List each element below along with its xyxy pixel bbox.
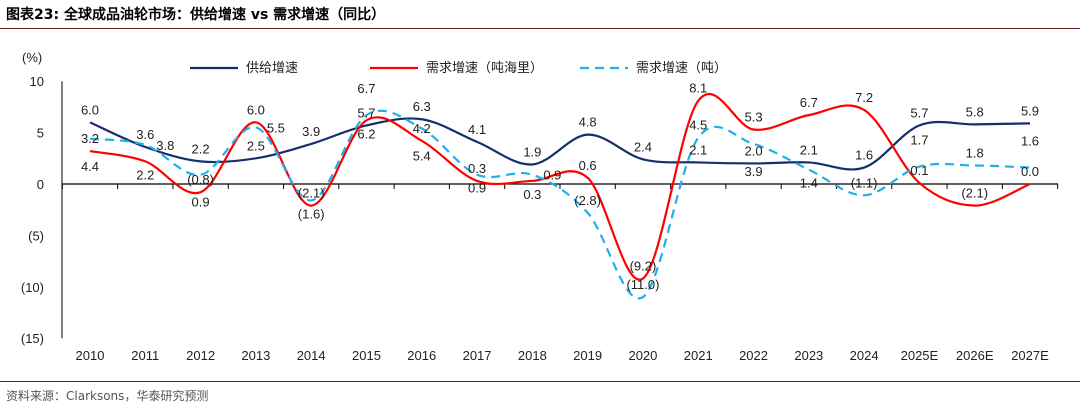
x-tick-label: 2017: [463, 348, 492, 363]
data-label: 1.7: [910, 133, 928, 148]
y-tick-label: (15): [21, 331, 44, 346]
data-label: (0.8): [187, 172, 214, 187]
data-label: 1.4: [800, 176, 818, 191]
data-label: 3.8: [156, 138, 174, 153]
data-label: 7.2: [855, 90, 873, 105]
data-label: (1.6): [298, 206, 325, 221]
data-label: 0.9: [543, 168, 561, 183]
x-tick-label: 2011: [131, 348, 159, 363]
data-label: (2.1): [961, 186, 988, 201]
y-tick-label: 0: [37, 177, 44, 192]
legend-label: 供给增速: [246, 60, 298, 75]
data-label: 8.1: [689, 81, 707, 96]
data-label: 3.9: [744, 164, 762, 179]
data-label: 0.3: [468, 161, 486, 176]
data-label: (1.1): [851, 175, 878, 190]
data-label: 2.0: [744, 143, 762, 158]
data-label: 0.0: [1021, 164, 1039, 179]
x-tick-label: 2018: [518, 348, 547, 363]
legend-label: 需求增速（吨）: [636, 60, 727, 75]
data-label: 0.3: [523, 187, 541, 202]
y-tick-label: 5: [37, 126, 44, 141]
data-label: 6.2: [357, 126, 375, 141]
data-label: 4.8: [579, 115, 597, 130]
data-label: 4.5: [689, 118, 707, 133]
data-label: 2.2: [192, 141, 210, 156]
data-label: (9.2): [630, 259, 657, 274]
series-line-1: [89, 92, 1031, 281]
x-tick-label: 2015: [352, 348, 381, 363]
data-label: 6.0: [247, 102, 265, 117]
legend-label: 需求增速（吨海里）: [426, 60, 543, 75]
data-label: 2.5: [247, 138, 265, 153]
data-label: 3.6: [136, 127, 154, 142]
data-label: 5.8: [966, 104, 984, 119]
data-label: 1.6: [1021, 134, 1039, 149]
data-label: 2.2: [136, 167, 154, 182]
title-divider: [0, 28, 1080, 29]
y-tick-label: 10: [30, 74, 44, 89]
data-label: (11.0): [626, 277, 659, 292]
x-tick-label: 2025E: [901, 348, 939, 363]
x-tick-label: 2010: [76, 348, 105, 363]
x-tick-label: 2013: [241, 348, 270, 363]
data-label: 2.4: [634, 139, 652, 154]
line-chart: (%) 10 5 0 (5) (10) (15) 2010 2011 2012 2013 2014 20…: [21, 50, 1059, 363]
series-line-2: [89, 109, 1031, 300]
data-label: 3.9: [302, 124, 320, 139]
data-label: 4.2: [413, 121, 431, 136]
x-tick-label: 2024: [850, 348, 879, 363]
data-label: 6.0: [81, 102, 99, 117]
data-label: 3.2: [81, 131, 99, 146]
data-label: (2.1): [298, 186, 325, 201]
x-tick-label: 2016: [407, 348, 436, 363]
data-label: 2.1: [800, 142, 818, 157]
data-label: 4.4: [81, 159, 99, 174]
series-line-0: [89, 117, 1031, 171]
data-label: 0.9: [192, 195, 210, 210]
source-divider: [0, 381, 1080, 382]
data-label: 1.8: [966, 145, 984, 160]
data-label: 6.7: [800, 95, 818, 110]
x-tick-label: 2014: [297, 348, 326, 363]
x-tick-label: 2022: [739, 348, 768, 363]
data-label: 6.3: [413, 99, 431, 114]
x-tick-label: 2012: [186, 348, 215, 363]
data-label: 5.4: [413, 148, 431, 163]
y-tick-label: (10): [21, 280, 44, 295]
y-axis-unit: (%): [22, 50, 42, 65]
data-label: 0.9: [468, 181, 486, 196]
data-label: 5.7: [910, 105, 928, 120]
data-label: 5.9: [1021, 103, 1039, 118]
data-label: 6.7: [357, 81, 375, 96]
y-tick-label: (5): [28, 228, 44, 243]
data-label: 5.7: [357, 105, 375, 120]
data-label: 5.3: [744, 110, 762, 125]
data-label: 5.5: [267, 120, 285, 135]
x-tick-label: 2019: [573, 348, 602, 363]
data-label: 0.6: [579, 158, 597, 173]
x-tick-label: 2023: [794, 348, 823, 363]
data-label: 2.1: [689, 142, 707, 157]
data-label: 1.6: [855, 148, 873, 163]
data-label: 1.9: [523, 144, 541, 159]
x-tick-label: 2021: [684, 348, 713, 363]
x-tick-label: 2020: [628, 348, 657, 363]
x-tick-label: 2026E: [956, 348, 994, 363]
x-tick-label: 2027E: [1011, 348, 1049, 363]
data-label: (2.8): [574, 193, 601, 208]
source-note: 资料来源：Clarksons，华泰研究预测: [6, 389, 209, 403]
figure-title: 图表23: 全球成品油轮市场：供给增速 vs 需求增速（同比）: [6, 7, 386, 23]
data-label: 4.1: [468, 122, 486, 137]
data-label: 0.1: [910, 163, 928, 178]
